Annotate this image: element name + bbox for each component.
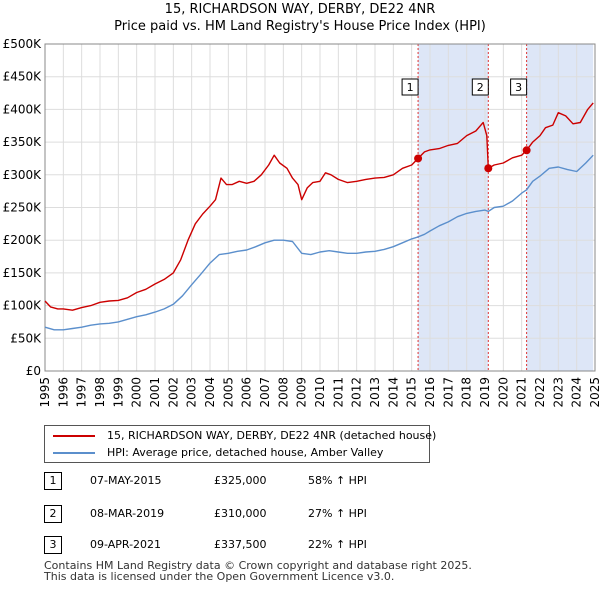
x-tick-label: 1998 (93, 377, 107, 408)
sale-annotation-box (471, 78, 489, 96)
y-tick-label: £100K (3, 299, 43, 313)
legend-swatch-property (53, 435, 95, 437)
legend: 15, RICHARDSON WAY, DERBY, DE22 4NR (det… (44, 425, 436, 463)
footer-licence: This data is licensed under the Open Gov… (44, 570, 395, 583)
x-tick-label: 2023 (551, 377, 565, 408)
legend-swatch-hpi (53, 452, 95, 454)
x-tick-label: 2006 (240, 377, 254, 408)
footer-copyright: Contains HM Land Registry data © Crown c… (44, 559, 472, 572)
sale-annotation-box (401, 78, 419, 96)
series-line-property (44, 102, 594, 311)
x-tick-label: 1995 (38, 377, 52, 408)
x-tick-label: 2005 (221, 377, 235, 408)
y-tick-label: £200K (3, 233, 43, 247)
x-tick-label: 2022 (533, 377, 547, 408)
y-tick-label: £150K (3, 266, 43, 280)
sale-point (414, 154, 423, 163)
sale-annotation-box (510, 78, 528, 96)
x-tick-label: 2014 (386, 377, 400, 408)
sale-date: 09-APR-2021 (90, 538, 162, 551)
x-tick-label: 2019 (478, 377, 492, 408)
y-tick-label: £450K (3, 70, 43, 84)
x-tick-label: 2008 (276, 377, 290, 408)
sale-annotation-label: 1 (407, 81, 414, 94)
sale-row: 1 07-MAY-2015 £325,000 58% ↑ HPI (44, 472, 384, 490)
sale-number-badge: 2 (44, 505, 62, 523)
x-tick-label: 2017 (441, 377, 455, 408)
sale-number-badge: 1 (44, 472, 62, 490)
x-tick-label: 2007 (258, 377, 272, 408)
y-tick-label: £50K (10, 331, 42, 345)
sale-point (484, 164, 493, 173)
footer: Contains HM Land Registry data © Crown c… (44, 560, 472, 582)
sale-point (522, 146, 531, 155)
x-tick-label: 2004 (203, 377, 217, 408)
y-tick-label: £350K (3, 135, 43, 149)
x-tick-label: 2016 (423, 377, 437, 408)
x-tick-label: 2024 (570, 377, 584, 408)
y-tick-label: £400K (3, 102, 43, 116)
x-tick-label: 2021 (515, 377, 529, 408)
series-line-hpi (44, 154, 594, 331)
y-tick-label: £500K (3, 37, 43, 51)
x-tick-label: 2009 (295, 377, 309, 408)
x-tick-label: 2010 (313, 377, 327, 408)
x-tick-label: 2018 (460, 377, 474, 408)
x-tick-label: 1999 (111, 377, 125, 408)
sale-annotation-label: 3 (515, 81, 522, 94)
x-tick-label: 2020 (496, 377, 510, 408)
sale-hpi-change: 27% ↑ HPI (308, 507, 367, 520)
x-tick-label: 2012 (350, 377, 364, 408)
chart-title-line2: Price paid vs. HM Land Registry's House … (114, 19, 486, 34)
x-tick-label: 1997 (75, 377, 89, 408)
sale-price: £337,500 (214, 538, 267, 551)
x-tick-label: 2002 (166, 377, 180, 408)
x-tick-label: 2003 (185, 377, 199, 408)
sale-annotation-label: 2 (477, 81, 484, 94)
sale-hpi-change: 22% ↑ HPI (308, 538, 367, 551)
y-tick-label: £250K (3, 201, 43, 215)
x-tick-label: 2001 (148, 377, 162, 408)
plot-frame (44, 43, 596, 372)
sale-price: £310,000 (214, 507, 267, 520)
chart-title-line1: 15, RICHARDSON WAY, DERBY, DE22 4NR (164, 2, 436, 17)
legend-label-hpi: HPI: Average price, detached house, Ambe… (107, 446, 384, 459)
x-tick-label: 2000 (130, 377, 144, 408)
x-tick-label: 2013 (368, 377, 382, 408)
price-chart: £0 £50K £100K £150K £200K £250K £300K £350K £400… (3, 37, 600, 408)
y-tick-label: £300K (3, 168, 43, 182)
sale-row: 2 08-MAR-2019 £310,000 27% ↑ HPI (44, 505, 384, 523)
x-tick-label: 2025 (588, 377, 600, 408)
sale-hpi-change: 58% ↑ HPI (308, 474, 367, 487)
sale-number-badge: 3 (44, 536, 62, 554)
x-tick-label: 2015 (405, 377, 419, 408)
x-tick-label: 2011 (331, 377, 345, 408)
sale-date: 08-MAR-2019 (90, 507, 165, 520)
legend-label-property: 15, RICHARDSON WAY, DERBY, DE22 4NR (det… (107, 429, 437, 442)
y-tick-label: £0 (26, 364, 41, 378)
x-tick-label: 1996 (56, 377, 70, 408)
sale-date: 07-MAY-2015 (90, 474, 162, 487)
sale-row: 3 09-APR-2021 £337,500 22% ↑ HPI (44, 536, 384, 554)
sale-price: £325,000 (214, 474, 267, 487)
